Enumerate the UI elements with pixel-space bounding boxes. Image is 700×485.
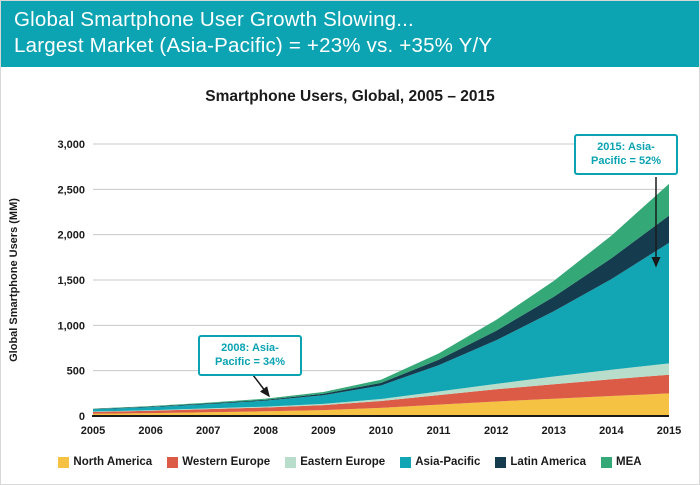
legend-item-western-europe: Western Europe xyxy=(167,456,270,468)
legend-item-latin-america: Latin America xyxy=(495,456,586,468)
chart-legend: North America Western Europe Eastern Europ… xyxy=(1,456,699,468)
svg-text:1,500: 1,500 xyxy=(57,275,85,287)
area-series-group xyxy=(93,183,669,416)
legend-swatch xyxy=(495,456,507,468)
legend-label: Latin America xyxy=(510,456,587,468)
svg-text:0: 0 xyxy=(79,411,85,423)
grid-lines xyxy=(93,143,669,417)
chart-title: Smartphone Users, Global, 2005 – 2015 xyxy=(205,88,495,105)
svg-text:2012: 2012 xyxy=(484,425,508,437)
legend-swatch xyxy=(167,456,179,468)
annotation-2015-callout: 2015: Asia-Pacific = 52% xyxy=(574,134,678,175)
x-axis-labels: 2005 2006 2007 2008 2009 2010 2011 2012 2013 2014… xyxy=(81,425,681,437)
y-axis-title: Global Smartphone Users (MM) xyxy=(8,198,20,362)
chart-area: 0 500 1,000 1,500 2,000 2,500 3,000 2005 2006 200… xyxy=(1,116,699,456)
area-asia-pacific xyxy=(93,242,669,412)
legend-swatch xyxy=(601,456,613,468)
y-axis-ticks: 0 500 1,000 1,500 2,000 2,500 3,000 xyxy=(57,139,85,423)
legend-label: Eastern Europe xyxy=(300,456,386,468)
legend-item-mea: MEA xyxy=(601,456,642,468)
legend-item-eastern-europe: Eastern Europe xyxy=(285,456,385,468)
legend-item-north-america: North America xyxy=(58,456,152,468)
svg-text:2010: 2010 xyxy=(369,425,393,437)
svg-text:2009: 2009 xyxy=(311,425,335,437)
header-line2: Largest Market (Asia-Pacific) = +23% vs.… xyxy=(14,34,493,57)
svg-text:2005: 2005 xyxy=(81,425,105,437)
annotation-arrow-2008 xyxy=(252,374,270,398)
legend-swatch xyxy=(285,456,297,468)
legend-label: North America xyxy=(73,456,153,468)
svg-text:2014: 2014 xyxy=(599,425,624,437)
svg-text:500: 500 xyxy=(67,366,85,378)
svg-text:2013: 2013 xyxy=(542,425,566,437)
legend-swatch xyxy=(400,456,412,468)
svg-text:2,500: 2,500 xyxy=(57,184,85,196)
area-mea xyxy=(93,183,669,409)
svg-text:2007: 2007 xyxy=(196,425,220,437)
area-western-europe xyxy=(93,374,669,414)
svg-text:2011: 2011 xyxy=(427,425,451,437)
legend-item-asia-pacific: Asia-Pacific xyxy=(400,456,480,468)
legend-swatch xyxy=(58,456,70,468)
svg-text:2,000: 2,000 xyxy=(57,230,85,242)
svg-text:2008: 2008 xyxy=(254,425,278,437)
svg-text:3,000: 3,000 xyxy=(57,139,85,151)
header-line1: Global Smartphone User Growth Slowing... xyxy=(14,8,414,31)
svg-text:2015: 2015 xyxy=(657,425,681,437)
svg-text:1,000: 1,000 xyxy=(57,320,85,332)
area-north-america xyxy=(93,393,669,416)
slide-header: Global Smartphone User Growth Slowing...… xyxy=(1,1,699,67)
legend-label: Western Europe xyxy=(182,456,271,468)
svg-text:2006: 2006 xyxy=(138,425,162,437)
legend-label: MEA xyxy=(616,456,642,468)
legend-label: Asia-Pacific xyxy=(415,456,481,468)
annotation-2008-callout: 2008: Asia-Pacific = 34% xyxy=(198,335,302,376)
